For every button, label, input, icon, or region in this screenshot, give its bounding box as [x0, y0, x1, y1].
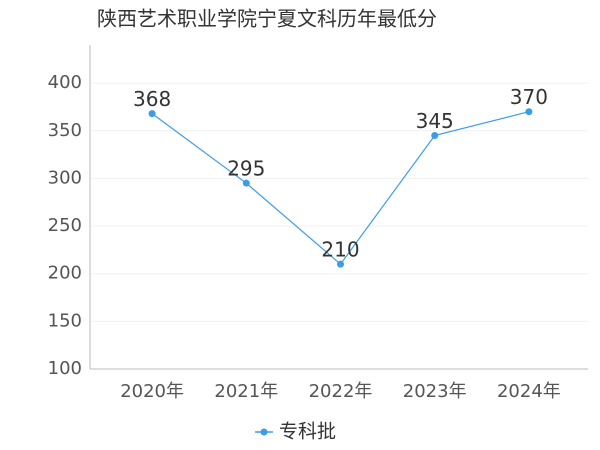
x-tick-label: 2022年 — [309, 381, 373, 402]
point — [525, 108, 533, 116]
data-label: 295 — [227, 157, 265, 181]
point — [337, 260, 344, 268]
data-label: 370 — [510, 85, 548, 109]
point — [431, 132, 439, 140]
y-tick-label: 300 — [48, 167, 82, 188]
x-tick-label: 2024年 — [497, 381, 561, 402]
data-label: 368 — [133, 87, 171, 111]
point — [242, 179, 250, 187]
point — [148, 110, 156, 118]
x-tick-label: 2023年 — [403, 381, 467, 402]
y-tick-label: 350 — [48, 120, 82, 141]
y-tick-label: 100 — [48, 358, 82, 379]
y-tick-label: 250 — [48, 215, 82, 236]
data-label: 345 — [416, 109, 454, 133]
x-tick-label: 2021年 — [214, 381, 278, 402]
chart-title: 陕西艺术职业学院宁夏文科历年最低分 — [97, 7, 437, 31]
y-tick-label: 400 — [48, 72, 82, 93]
y-tick-label: 200 — [48, 263, 82, 284]
x-tick-label: 2020年 — [120, 381, 184, 402]
legend-label: 专科批 — [279, 421, 336, 443]
legend-marker — [260, 428, 268, 436]
y-tick-label: 150 — [48, 310, 82, 331]
data-label: 210 — [321, 238, 359, 262]
